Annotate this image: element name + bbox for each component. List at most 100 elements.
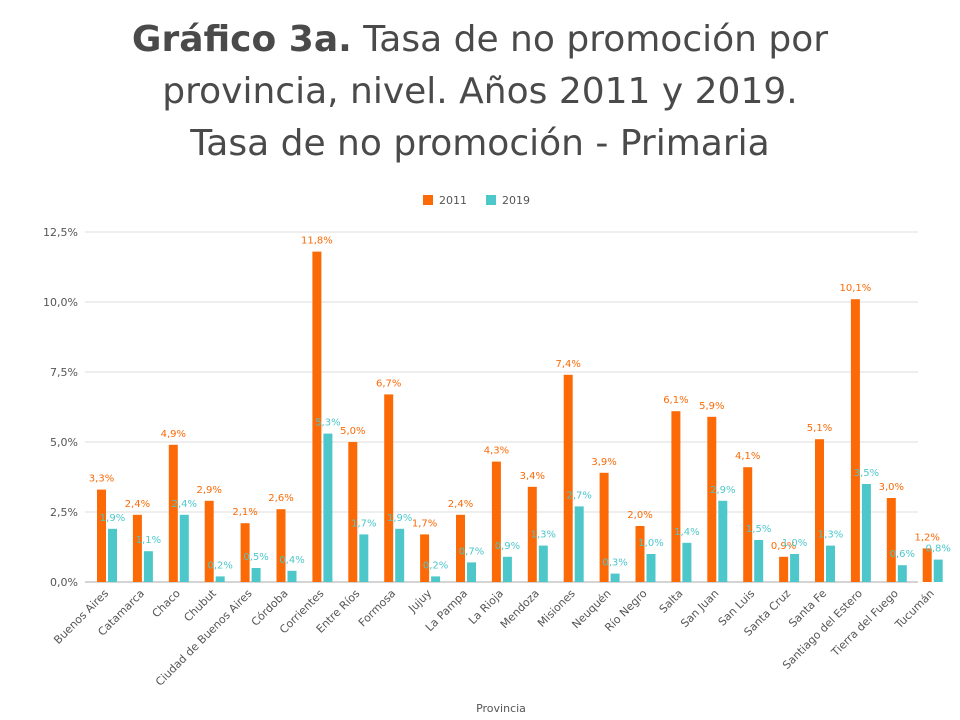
- x-tick-label: San Juan: [678, 587, 721, 630]
- data-label-2011: 4,1%: [735, 451, 760, 462]
- chart-title: Gráfico 3a. Tasa de no promoción por pro…: [0, 14, 960, 170]
- data-label-2011: 11,8%: [301, 236, 333, 247]
- bar-2019: [790, 554, 800, 582]
- bar-2019: [897, 565, 907, 582]
- y-tick-label: 10,0%: [43, 296, 78, 309]
- data-label-2019: 1,0%: [782, 538, 807, 549]
- y-axis: 0,0% 2,5% 5,0% 7,5% 10,0% 12,5%: [43, 226, 78, 589]
- bar-2011: [276, 509, 286, 582]
- bar-2019: [359, 534, 369, 582]
- legend-swatch-2019: [486, 195, 496, 205]
- x-tick-label: Buenos Aires: [51, 587, 111, 647]
- bar-2019: [287, 570, 297, 582]
- legend-label-2019: 2019: [502, 194, 530, 207]
- bar-2019: [826, 545, 835, 582]
- bar-2011: [456, 514, 465, 582]
- data-label-2019: 5,3%: [315, 418, 340, 429]
- data-label-2019: 1,9%: [387, 513, 412, 524]
- bar-2019: [251, 568, 261, 582]
- x-tick-label: Salta: [657, 587, 686, 616]
- x-axis-title: Provincia: [476, 702, 526, 715]
- data-label-2019: 2,9%: [710, 485, 735, 496]
- y-tick-label: 7,5%: [50, 366, 78, 379]
- data-label-2011: 2,1%: [232, 507, 257, 518]
- bar-2011: [97, 489, 106, 582]
- bar-2019: [431, 576, 441, 582]
- title-line-2: provincia, nivel. Años 2011 y 2019.: [162, 71, 798, 112]
- bars: [97, 251, 943, 582]
- data-labels: 3,3%1,9%2,4%1,1%4,9%2,4%2,9%0,2%2,1%0,5%…: [89, 236, 951, 572]
- x-tick-label: Tierra del Fuego: [828, 587, 901, 660]
- data-label-2011: 6,1%: [663, 395, 688, 406]
- data-label-2019: 0,2%: [423, 560, 448, 571]
- bar-2019: [861, 484, 871, 582]
- bar-2011: [348, 442, 358, 582]
- data-label-2011: 6,7%: [376, 378, 401, 389]
- data-label-2011: 5,0%: [340, 426, 365, 437]
- data-label-2011: 3,9%: [591, 457, 616, 468]
- bar-2019: [646, 554, 656, 582]
- bar-2011: [312, 251, 322, 582]
- bar-2011: [707, 416, 717, 582]
- data-label-2019: 0,9%: [495, 541, 520, 552]
- x-tick-label: Jujuy: [405, 587, 434, 616]
- bar-2011: [132, 514, 142, 582]
- y-tick-label: 0,0%: [50, 576, 78, 589]
- bar-2011: [491, 461, 501, 582]
- data-label-2019: 1,5%: [746, 524, 771, 535]
- data-label-2019: 2,4%: [172, 499, 197, 510]
- bar-2011: [384, 394, 394, 582]
- bar-2011: [240, 523, 250, 582]
- bar-2011: [563, 374, 573, 582]
- bar-2019: [395, 528, 405, 582]
- bar-2011: [922, 548, 932, 582]
- x-tick-label: Chaco: [150, 587, 184, 621]
- bar-2019: [682, 542, 692, 582]
- data-label-2019: 0,2%: [207, 560, 232, 571]
- data-label-2011: 3,0%: [879, 482, 904, 493]
- data-label-2019: 1,3%: [531, 530, 556, 541]
- bar-2019: [610, 573, 620, 582]
- data-label-2019: 2,7%: [566, 490, 591, 501]
- bar-2011: [743, 467, 753, 582]
- legend: 2011 2019: [423, 194, 530, 207]
- data-label-2011: 2,4%: [125, 499, 150, 510]
- data-label-2019: 3,5%: [854, 468, 879, 479]
- bar-2019: [502, 556, 512, 582]
- bar-2011: [527, 486, 537, 582]
- bar-2019: [215, 576, 225, 582]
- bar-2011: [204, 500, 214, 582]
- data-label-2011: 4,3%: [484, 446, 509, 457]
- data-label-2011: 5,1%: [807, 423, 832, 434]
- data-label-2019: 1,3%: [818, 530, 843, 541]
- bar-2011: [850, 299, 860, 582]
- data-label-2019: 1,4%: [674, 527, 699, 538]
- bar-2019: [718, 500, 728, 582]
- data-label-2011: 4,9%: [161, 429, 186, 440]
- data-label-2011: 7,4%: [555, 359, 580, 370]
- data-label-2011: 3,3%: [89, 474, 114, 485]
- data-label-2019: 1,9%: [100, 513, 125, 524]
- data-label-2019: 0,4%: [279, 555, 304, 566]
- bar-2019: [179, 514, 189, 582]
- bar-2011: [671, 411, 681, 582]
- data-label-2019: 1,0%: [638, 538, 663, 549]
- data-label-2019: 1,1%: [136, 535, 161, 546]
- data-label-2019: 1,7%: [351, 518, 376, 529]
- bar-2011: [635, 526, 645, 582]
- data-label-2019: 0,7%: [459, 546, 484, 557]
- data-label-2019: 0,3%: [602, 558, 627, 569]
- data-label-2011: 2,0%: [627, 510, 652, 521]
- data-label-2011: 10,1%: [840, 283, 872, 294]
- bar-2019: [933, 559, 943, 582]
- bar-2019: [108, 528, 117, 582]
- bar-2019: [574, 506, 584, 582]
- data-label-2011: 5,9%: [699, 401, 724, 412]
- bar-2019: [754, 540, 764, 582]
- y-tick-label: 5,0%: [50, 436, 78, 449]
- bar-2011: [886, 498, 896, 582]
- data-label-2019: 0,5%: [243, 552, 268, 563]
- bar-2011: [599, 472, 609, 582]
